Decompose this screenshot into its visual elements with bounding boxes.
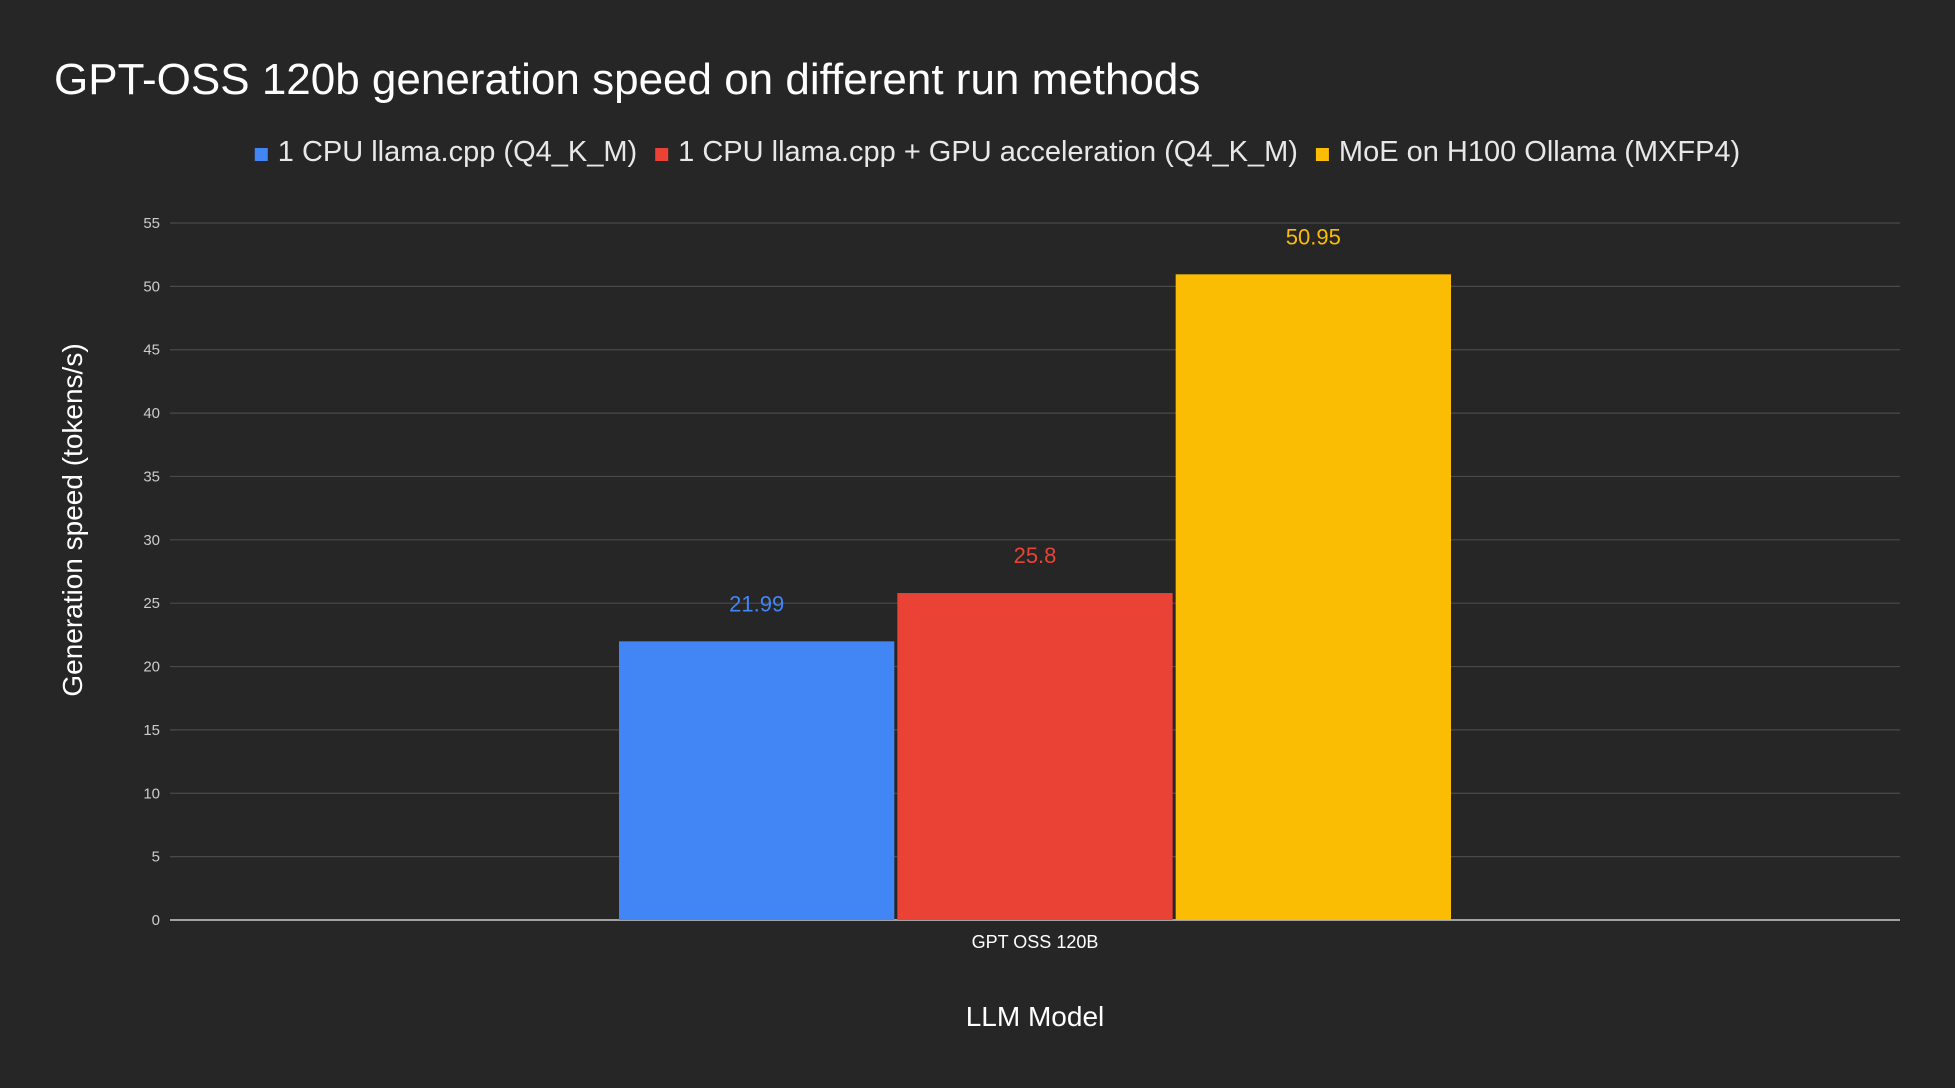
y-tick-label: 55	[143, 215, 160, 232]
y-tick-label: 10	[143, 785, 160, 802]
y-tick-label: 5	[152, 849, 160, 866]
bar	[1175, 274, 1451, 920]
y-tick-label: 20	[143, 659, 160, 676]
legend-label: 1 CPU llama.cpp + GPU acceleration (Q4_K…	[678, 136, 1298, 168]
chart-title: GPT-OSS 120b generation speed on differe…	[54, 55, 1200, 104]
legend-item[interactable]: MoE on H100 Ollama (MXFP4)	[1315, 136, 1740, 168]
y-tick-label: 15	[143, 722, 160, 739]
data-labels: 21.99 25.8 50.95	[729, 224, 1341, 616]
bar	[619, 641, 895, 920]
y-tick-label: 35	[143, 468, 160, 485]
legend-swatch	[1315, 148, 1329, 161]
legend-item[interactable]: 1 CPU llama.cpp (Q4_K_M)	[254, 136, 637, 168]
x-axis-ticks: GPT OSS 120B	[972, 932, 1099, 952]
bar-data-label: 50.95	[1286, 224, 1341, 249]
x-axis-title: LLM Model	[966, 1001, 1105, 1032]
legend-swatch	[655, 148, 669, 161]
y-tick-label: 30	[143, 532, 160, 549]
legend-label: MoE on H100 Ollama (MXFP4)	[1339, 136, 1740, 168]
y-tick-label: 0	[152, 912, 160, 929]
legend: 1 CPU llama.cpp (Q4_K_M) 1 CPU llama.cpp …	[254, 136, 1740, 168]
y-axis-ticks: 0 5 10 15 20 25 30 35 40 45 50 55	[143, 215, 160, 929]
x-tick-label: GPT OSS 120B	[972, 932, 1099, 952]
y-tick-label: 40	[143, 405, 160, 422]
bar-data-label: 21.99	[729, 591, 784, 616]
bar	[897, 593, 1173, 920]
y-tick-label: 45	[143, 342, 160, 359]
legend-swatch	[254, 148, 268, 161]
bars	[619, 274, 1451, 920]
legend-label: 1 CPU llama.cpp (Q4_K_M)	[278, 136, 637, 168]
y-tick-label: 25	[143, 595, 160, 612]
y-tick-label: 50	[143, 278, 160, 295]
y-axis-title: Generation speed (tokens/s)	[57, 343, 88, 696]
bar-data-label: 25.8	[1014, 543, 1057, 568]
legend-item[interactable]: 1 CPU llama.cpp + GPU acceleration (Q4_K…	[655, 136, 1298, 168]
